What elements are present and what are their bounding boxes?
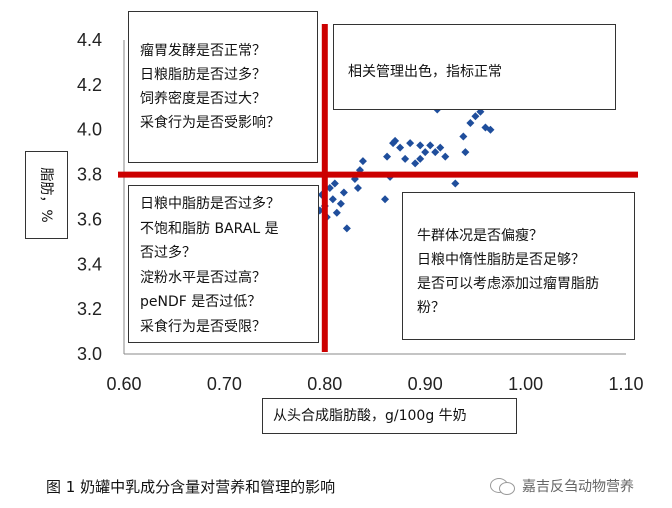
chart-axes (123, 40, 626, 355)
x-tick-label: 0.70 (207, 374, 242, 394)
watermark: 嘉吉反刍动物营养 (490, 476, 634, 496)
data-point (459, 132, 468, 141)
x-tick-label: 0.60 (106, 374, 141, 394)
x-tick-label: 1.10 (608, 374, 643, 394)
y-axis-label: 脂肪，% (37, 167, 54, 223)
annotation-line: 是否可以考虑添加过瘤胃脂肪 (417, 276, 599, 292)
data-point (339, 188, 348, 197)
data-point (401, 154, 410, 163)
x-tick-label: 0.90 (408, 374, 443, 394)
x-tick-label: 0.80 (307, 374, 342, 394)
annotation-line: 相关管理出色，指标正常 (348, 64, 502, 80)
watermark-text: 嘉吉反刍动物营养 (522, 479, 634, 495)
data-point (416, 154, 425, 163)
data-point (353, 184, 362, 193)
annotation-box-bottom-right: 牛群体况是否偏瘦？ 日粮中惰性脂肪是否足够？ 是否可以考虑添加过瘤胃脂肪 粉？ (402, 192, 635, 340)
annotation-line: 否过多？ (140, 245, 196, 262)
annotation-box-top-right: 相关管理出色，指标正常 (333, 24, 616, 110)
figure-caption: 图 1 奶罐中乳成分含量对营养和管理的影响 (46, 478, 336, 496)
data-point (426, 141, 435, 150)
y-tick-label: 3.6 (77, 209, 102, 229)
y-tick-label: 3.4 (77, 254, 102, 274)
annotation-line: 粉？ (417, 300, 445, 316)
data-point (411, 159, 420, 168)
annotation-line: 日粮中惰性脂肪是否足够？ (417, 252, 585, 268)
data-point (486, 125, 495, 134)
annotation-line: 采食行为是否受影响？ (140, 115, 280, 131)
y-tick-label: 3.2 (77, 299, 102, 319)
x-axis-label-box: 从头合成脂肪酸，g/100g 牛奶 (262, 398, 517, 434)
y-tick-label: 4.2 (77, 75, 102, 95)
annotation-line: 日粮中脂肪是否过多？ (140, 196, 280, 212)
data-point (481, 123, 490, 132)
data-point (396, 143, 405, 152)
y-tick-label: 3.0 (77, 344, 102, 364)
annotation-line: 瘤胃发酵是否正常？ (140, 43, 266, 59)
data-point (416, 141, 425, 150)
annotation-line: 采食行为是否受限？ (140, 318, 266, 335)
data-point (381, 195, 390, 204)
annotation-line: 饲养密度是否过大？ (140, 91, 266, 107)
data-point (325, 184, 334, 193)
data-point (342, 224, 351, 233)
wechat-icon (490, 477, 516, 495)
data-point (471, 112, 480, 121)
data-point (466, 118, 475, 127)
data-point (389, 139, 398, 148)
x-tick-label: 1.00 (508, 374, 543, 394)
annotation-line: 牛群体况是否偏瘦？ (417, 228, 543, 244)
data-point (441, 152, 450, 161)
data-points (315, 105, 495, 233)
annotation-line: 淀粉水平是否过高？ (140, 269, 266, 286)
annotation-line: peNDF 是否过低？ (140, 294, 262, 311)
annotation-line: 日粮脂肪是否过多？ (140, 67, 266, 83)
data-point (431, 148, 440, 157)
data-point (336, 199, 345, 208)
data-point (436, 143, 445, 152)
data-point (383, 152, 392, 161)
data-point (328, 195, 337, 204)
data-point (330, 179, 339, 188)
data-point (332, 208, 341, 217)
annotation-box-middle-left: 日粮中脂肪是否过多？ 不饱和脂肪 BARAL 是 否过多？ 淀粉水平是否过高？ … (128, 185, 319, 343)
x-tick-labels: 0.60 0.70 0.80 0.90 1.00 1.10 (106, 374, 643, 394)
data-point (406, 139, 415, 148)
x-axis-label: 从头合成脂肪酸，g/100g 牛奶 (273, 408, 467, 424)
data-point (421, 148, 430, 157)
threshold-lines (118, 24, 638, 352)
annotation-box-top-left: 瘤胃发酵是否正常？ 日粮脂肪是否过多？ 饲养密度是否过大？ 采食行为是否受影响？ (128, 11, 318, 163)
data-point (461, 148, 470, 157)
y-axis-label-box: 脂肪，% (25, 151, 68, 239)
data-point (451, 179, 460, 188)
data-point (358, 157, 367, 166)
y-tick-labels: 3.0 3.2 3.4 3.6 3.8 4.0 4.2 4.4 (77, 30, 102, 364)
annotation-line: 不饱和脂肪 BARAL 是 (140, 220, 279, 237)
y-tick-label: 3.8 (77, 165, 102, 185)
y-tick-label: 4.0 (77, 120, 102, 140)
y-tick-label: 4.4 (77, 30, 102, 50)
